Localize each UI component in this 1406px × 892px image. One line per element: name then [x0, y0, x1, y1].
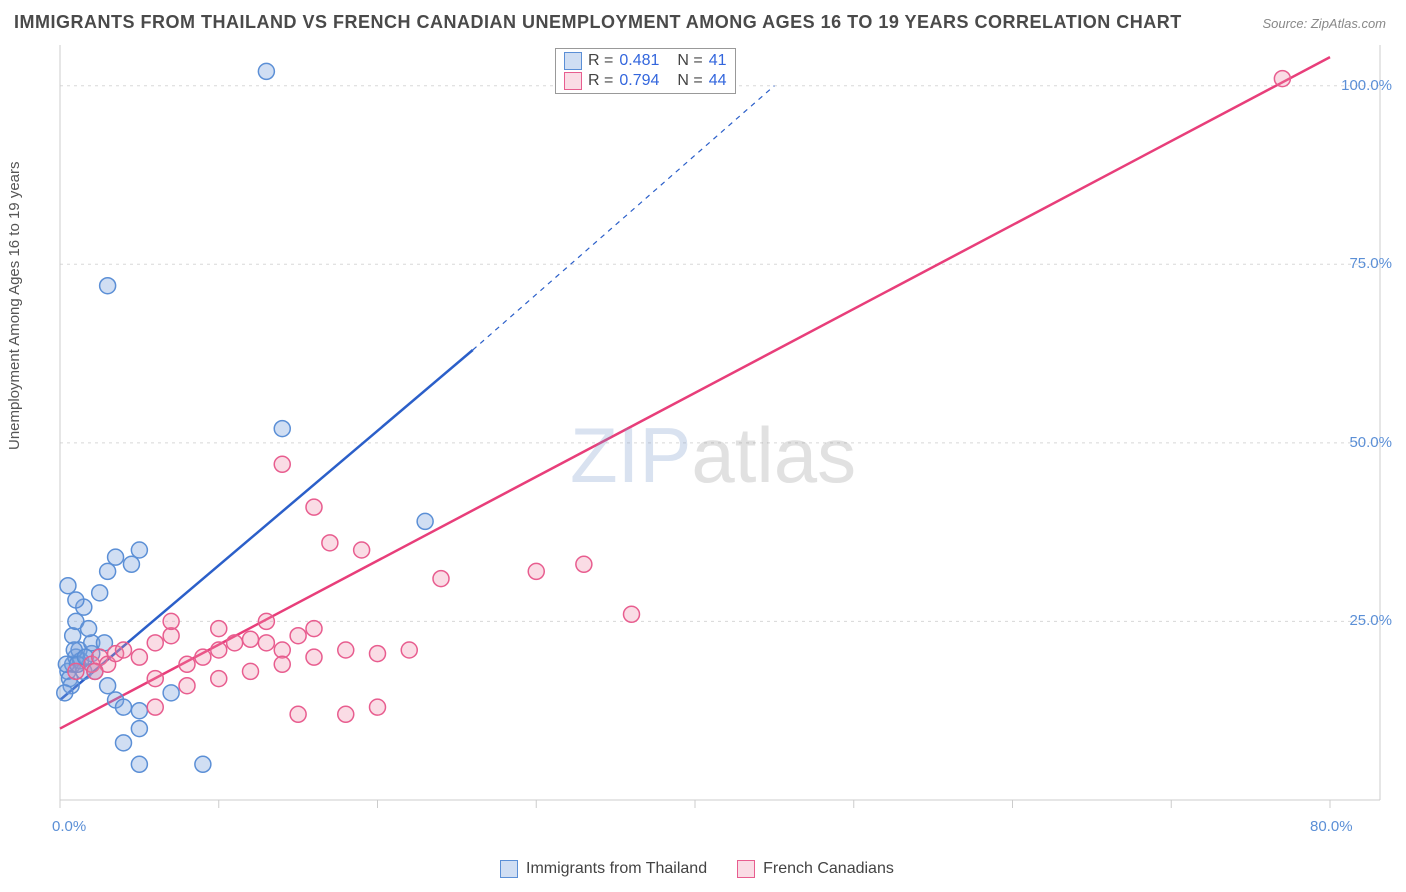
legend-item-blue: Immigrants from Thailand: [500, 860, 707, 878]
legend-swatch-pink-icon: [737, 860, 755, 878]
n-value-pink: 44: [709, 72, 727, 90]
legend-label-blue: Immigrants from Thailand: [526, 860, 707, 878]
n-label-2: N =: [677, 72, 702, 90]
y-tick-label: 75.0%: [1349, 255, 1392, 272]
stats-row-pink: R = 0.794 N = 44: [564, 71, 727, 91]
r-label-2: R =: [588, 72, 613, 90]
r-value-blue: 0.481: [619, 52, 659, 70]
y-tick-label: 25.0%: [1349, 612, 1392, 629]
legend-label-pink: French Canadians: [763, 860, 894, 878]
stats-row-blue: R = 0.481 N = 41: [564, 51, 727, 71]
plot-svg: [50, 40, 1390, 830]
r-value-pink: 0.794: [619, 72, 659, 90]
stats-legend: R = 0.481 N = 41 R = 0.794 N = 44: [555, 48, 736, 94]
swatch-blue-icon: [564, 52, 582, 70]
r-label: R =: [588, 52, 613, 70]
n-label: N =: [677, 52, 702, 70]
scatter-plot: ZIPatlas R = 0.481 N = 41 R = 0.794 N = …: [50, 40, 1390, 830]
y-tick-label: 50.0%: [1349, 434, 1392, 451]
legend-item-pink: French Canadians: [737, 860, 894, 878]
chart-title: IMMIGRANTS FROM THAILAND VS FRENCH CANAD…: [14, 12, 1182, 33]
legend-swatch-blue-icon: [500, 860, 518, 878]
n-value-blue: 41: [709, 52, 727, 70]
swatch-pink-icon: [564, 72, 582, 90]
x-tick-label: 80.0%: [1310, 818, 1353, 835]
y-tick-label: 100.0%: [1341, 77, 1392, 94]
y-axis-label: Unemployment Among Ages 16 to 19 years: [6, 161, 23, 450]
x-tick-label: 0.0%: [52, 818, 86, 835]
source-label: Source: ZipAtlas.com: [1262, 16, 1386, 31]
series-legend: Immigrants from Thailand French Canadian…: [500, 860, 894, 878]
